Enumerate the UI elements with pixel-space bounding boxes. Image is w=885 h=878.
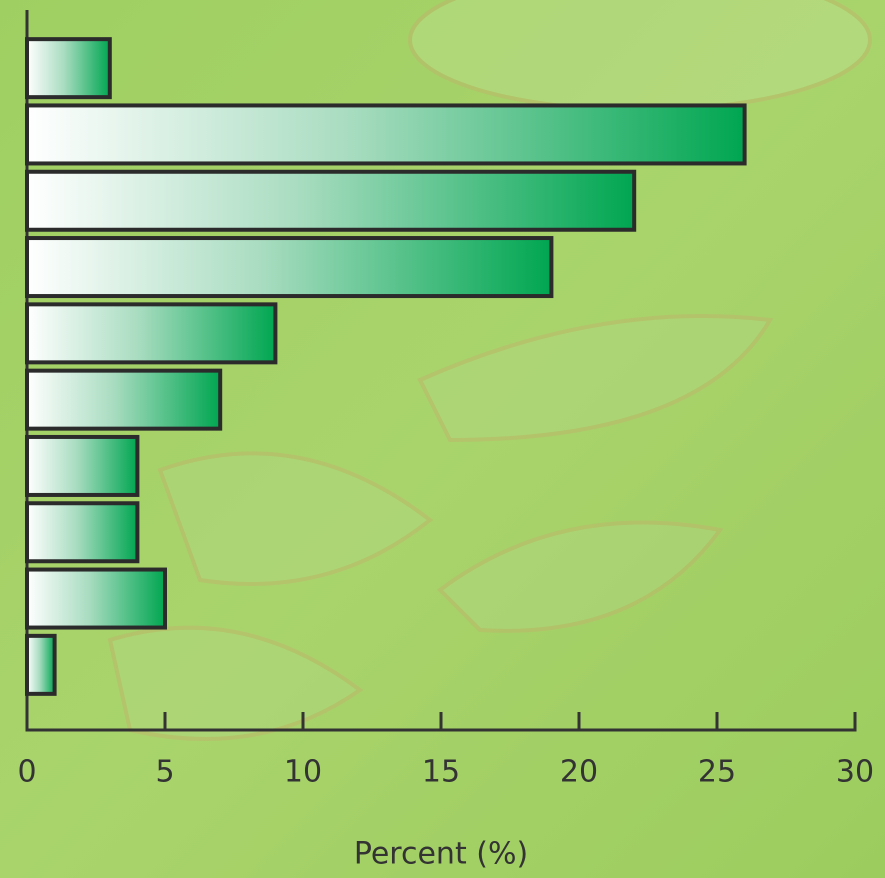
bar — [25, 37, 112, 100]
x-axis-label: Percent (%) — [354, 837, 528, 872]
bar — [25, 567, 167, 630]
x-tick-label: 25 — [698, 755, 736, 790]
x-tick-label: 30 — [836, 755, 874, 790]
bar — [25, 236, 554, 299]
bar — [25, 302, 278, 365]
bar — [25, 633, 57, 696]
bar — [25, 368, 223, 431]
bar — [25, 501, 140, 564]
x-tick-label: 0 — [17, 755, 36, 790]
bar — [25, 169, 637, 232]
bar — [25, 103, 747, 166]
decoration — [107, 0, 872, 741]
x-tick-label: 5 — [155, 755, 174, 790]
bar — [25, 434, 140, 497]
x-tick-label: 20 — [560, 755, 598, 790]
x-tick-label: 15 — [422, 755, 460, 790]
x-tick-label: 10 — [284, 755, 322, 790]
